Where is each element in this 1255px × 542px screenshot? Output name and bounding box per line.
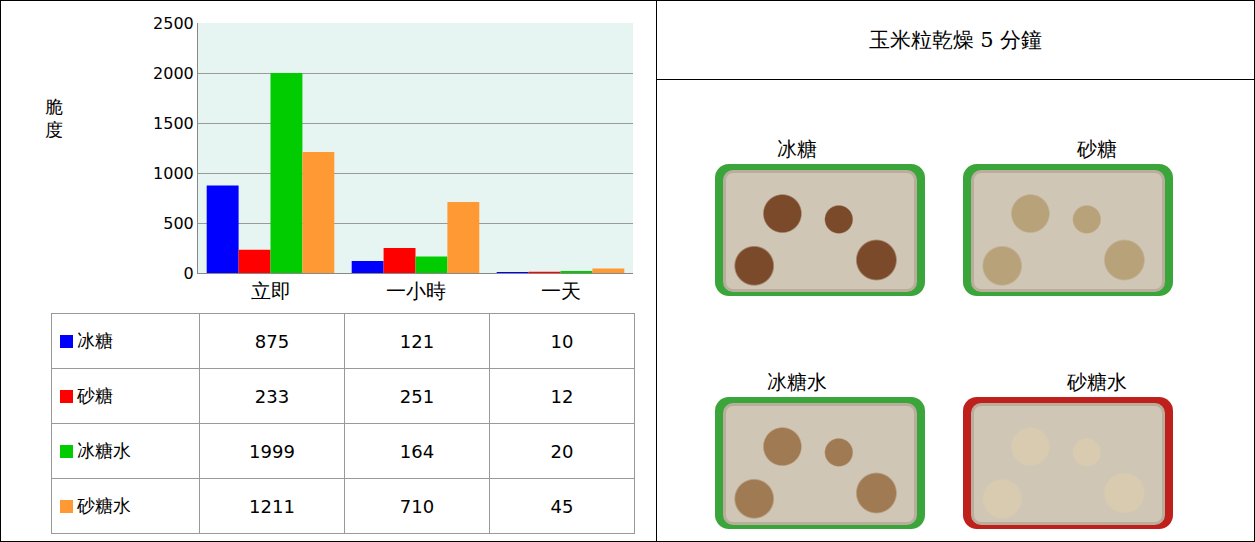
html-text:875: 875 <box>254 330 290 352</box>
html-text:1999: 1999 <box>249 440 295 462</box>
html-text:710: 710 <box>399 495 435 517</box>
svg-text:1500: 1500 <box>153 114 194 133</box>
html-text:1211: 1211 <box>249 495 295 517</box>
html-text:251: 251 <box>399 385 435 407</box>
svg-text:一小時: 一小時 <box>386 279 446 303</box>
svg-text:1000: 1000 <box>153 164 194 183</box>
html-text:砂糖水: 砂糖水 <box>77 495 131 516</box>
html-text:砂糖: 砂糖 <box>77 385 113 406</box>
html-text:10: 10 <box>550 330 574 352</box>
svg-text:2500: 2500 <box>153 14 194 33</box>
svg-text:脆度: 脆度 <box>45 96 63 140</box>
html-text:玉米粒乾燥 5 分鐘: 玉米粒乾燥 5 分鐘 <box>868 28 1043 52</box>
html-text:冰糖: 冰糖 <box>777 137 817 161</box>
svg-text:0: 0 <box>184 264 194 283</box>
svg-text:500: 500 <box>163 214 194 233</box>
svg-text:2000: 2000 <box>153 64 194 83</box>
html-text:砂糖水: 砂糖水 <box>1067 370 1127 394</box>
html-text:164: 164 <box>399 440 435 462</box>
html-text:冰糖: 冰糖 <box>77 330 113 351</box>
html-text:砂糖: 砂糖 <box>1077 137 1117 161</box>
html-text:12: 12 <box>550 385 574 407</box>
html-text:冰糖水: 冰糖水 <box>767 370 827 394</box>
html-text:45: 45 <box>550 495 574 517</box>
html-text:20: 20 <box>550 440 574 462</box>
html-text:冰糖水: 冰糖水 <box>77 440 131 461</box>
html-text:233: 233 <box>254 385 290 407</box>
html-text:121: 121 <box>399 330 435 352</box>
svg-text:一天: 一天 <box>541 279 581 303</box>
svg-text:立即: 立即 <box>251 279 291 303</box>
